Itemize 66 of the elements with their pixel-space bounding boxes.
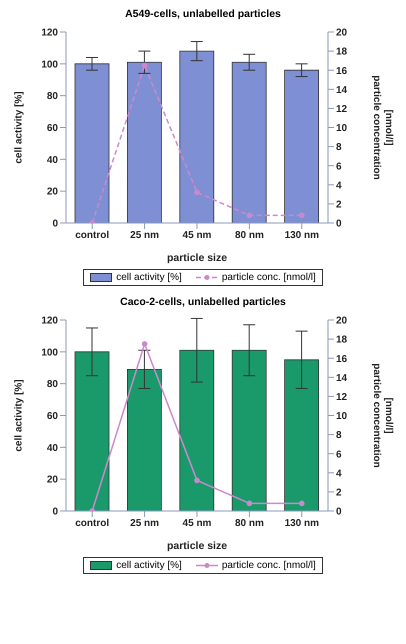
x-tick-label: 45 nm — [182, 518, 212, 530]
x-tick-label: 80 nm — [234, 518, 264, 530]
y2-axis-title: particle concentration [nmol/l] — [371, 75, 394, 180]
y-tick-label: 120 — [41, 316, 58, 327]
point — [142, 62, 148, 68]
legend-label: particle conc. [nmol/l] — [222, 272, 316, 283]
y-tick-label: 60 — [46, 123, 58, 134]
y-tick-label: 100 — [41, 347, 58, 358]
y2-tick-label: 8 — [336, 430, 342, 442]
y2-tick-label: 20 — [336, 316, 348, 327]
y2-tick-label: 10 — [336, 411, 348, 422]
chart-title: Caco-2-cells, unlabelled particles — [119, 296, 287, 308]
y2-tick-label: 14 — [336, 372, 348, 384]
y2-tick-label: 4 — [336, 180, 342, 192]
y-tick-label: 60 — [46, 411, 58, 422]
y-tick-label: 120 — [41, 28, 58, 39]
y2-tick-label: 4 — [336, 468, 342, 480]
point — [194, 190, 200, 196]
x-axis-title: particle size — [166, 252, 228, 264]
y2-tick-label: 18 — [336, 334, 348, 346]
x-tick-label: 25 nm — [130, 518, 160, 530]
y-tick-label: 20 — [46, 474, 58, 486]
x-tick-label: 45 nm — [182, 230, 212, 242]
point — [142, 341, 148, 347]
x-tick-label: control — [75, 518, 110, 530]
y2-tick-label: 2 — [336, 199, 342, 210]
point — [246, 212, 252, 218]
x-tick-label: 130 nm — [284, 518, 320, 530]
y2-tick-label: 8 — [336, 142, 342, 154]
y-tick-label: 40 — [46, 442, 58, 454]
y2-tick-label: 16 — [336, 66, 348, 77]
point — [246, 500, 252, 506]
legend-label: cell activity [%] — [116, 560, 182, 571]
y-tick-label: 20 — [46, 186, 58, 198]
point — [299, 212, 305, 218]
y2-tick-label: 16 — [336, 354, 348, 365]
y-tick-label: 0 — [52, 506, 58, 518]
y-tick-label: 0 — [52, 218, 58, 230]
x-tick-label: 80 nm — [234, 230, 264, 242]
y2-tick-label: 14 — [336, 84, 348, 96]
y-axis-title: cell activity [%] — [14, 91, 25, 164]
y2-tick-label: 20 — [336, 28, 348, 39]
legend-label: cell activity [%] — [116, 272, 182, 283]
y2-tick-label: 18 — [336, 46, 348, 58]
y2-tick-label: 12 — [336, 104, 348, 115]
y-axis-title: cell activity [%] — [14, 379, 25, 452]
x-tick-label: control — [75, 230, 110, 242]
y2-tick-label: 0 — [336, 506, 342, 518]
y2-tick-label: 12 — [336, 392, 348, 403]
x-tick-label: 130 nm — [284, 230, 320, 242]
chart-title: A549-cells, unlabelled particles — [124, 8, 282, 20]
x-tick-label: 25 nm — [130, 230, 160, 242]
y2-tick-label: 2 — [336, 487, 342, 498]
y-tick-label: 40 — [46, 154, 58, 166]
legend-label: particle conc. [nmol/l] — [222, 560, 316, 571]
y2-tick-label: 0 — [336, 218, 342, 230]
y2-tick-label: 6 — [336, 449, 342, 460]
point — [194, 478, 200, 484]
point — [299, 500, 305, 506]
x-axis-title: particle size — [166, 540, 228, 552]
y2-tick-label: 6 — [336, 161, 342, 172]
y2-tick-label: 10 — [336, 123, 348, 134]
y2-axis-title: particle concentration [nmol/l] — [371, 363, 394, 468]
y-tick-label: 100 — [41, 59, 58, 70]
y-tick-label: 80 — [46, 91, 58, 102]
y-tick-label: 80 — [46, 379, 58, 390]
